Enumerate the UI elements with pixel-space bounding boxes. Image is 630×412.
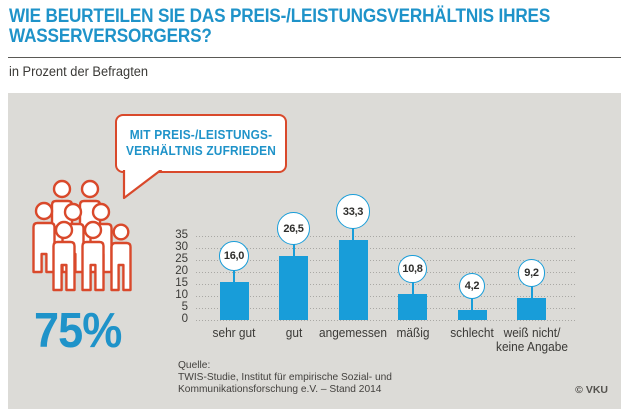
category-label: mäßig	[395, 326, 429, 340]
category-label: gut	[285, 326, 302, 340]
value-connector-line	[471, 297, 473, 310]
page-title-line2: WASSERVERSORGERS?	[9, 25, 212, 47]
gridline	[196, 271, 575, 273]
y-axis-tick-label: 35	[175, 229, 188, 241]
source-line2: Kommunikationsforschung e.V. – Stand 201…	[178, 383, 382, 395]
gridline	[196, 295, 575, 297]
bar	[279, 256, 308, 320]
value-connector-line	[233, 269, 235, 282]
value-connector-line	[530, 285, 533, 298]
bar	[219, 281, 249, 320]
value-bubble: 26,5	[277, 212, 310, 246]
source-note: Quelle: TWIS-Studie, Institut für empiri…	[178, 359, 392, 395]
gridline	[196, 283, 575, 285]
speech-bubble-text-line2: VERHÄLTNIS ZUFRIEDEN	[125, 144, 277, 158]
value-bubble: 4,2	[458, 272, 486, 299]
y-axis-tick-label: 25	[175, 253, 188, 265]
speech-bubble-tail-icon	[122, 170, 163, 200]
gridline	[196, 235, 575, 237]
source-label: Quelle:	[178, 359, 211, 371]
bar	[338, 240, 368, 320]
bar-chart: 0 5 10 15 20 25 30 35 16,0 sehr gut 26,5 gut 33,3 ang…	[8, 93, 621, 409]
copyright-label: © VKU	[575, 384, 608, 396]
category-label: weiß nicht/ keine Angabe	[495, 326, 568, 354]
percent-satisfied-label: 75%	[34, 304, 122, 358]
category-label: angemessen	[318, 326, 387, 340]
people-group-icon	[32, 179, 132, 292]
value-bubble: 10,8	[398, 254, 427, 284]
source-line1: TWIS-Studie, Institut für empirische Soz…	[178, 371, 392, 383]
category-label: sehr gut	[212, 326, 256, 340]
y-axis-tick-label: 0	[181, 313, 188, 325]
value-bubble: 33,3	[335, 194, 371, 230]
speech-bubble: MIT PREIS-/LEISTUNGS- VERHÄLTNIS ZUFRIED…	[115, 114, 287, 173]
y-axis-tick-label: 15	[175, 277, 188, 289]
value-bubble: 9,2	[517, 259, 546, 287]
bar	[517, 297, 546, 320]
y-axis-tick-label: 5	[181, 301, 188, 313]
y-axis-tick-label: 30	[175, 241, 188, 253]
value-connector-line	[292, 244, 295, 257]
y-axis-tick-label: 10	[175, 289, 188, 301]
page-title: WIE BEURTEILEN SIE DAS PREIS-/LEISTUNGSV…	[9, 6, 550, 46]
bar	[398, 294, 427, 320]
gridline	[196, 259, 575, 261]
chart-subtitle: in Prozent der Befragten	[9, 64, 149, 79]
category-label: schlecht	[450, 326, 494, 340]
chart-panel: MIT PREIS-/LEISTUNGS- VERHÄLTNIS ZUFRIED…	[8, 93, 621, 409]
bar	[457, 309, 487, 320]
value-connector-line	[411, 282, 414, 295]
value-connector-line	[352, 228, 354, 241]
page-title-line1: WIE BEURTEILEN SIE DAS PREIS-/LEISTUNGSV…	[9, 5, 551, 27]
title-divider	[8, 57, 621, 58]
y-axis-tick-label: 20	[175, 265, 188, 277]
gridline	[196, 247, 575, 249]
value-bubble: 16,0	[219, 240, 249, 271]
speech-bubble-text-line1: MIT PREIS-/LEISTUNGS-	[129, 128, 273, 142]
gridline	[196, 307, 575, 309]
gridline	[196, 319, 575, 321]
